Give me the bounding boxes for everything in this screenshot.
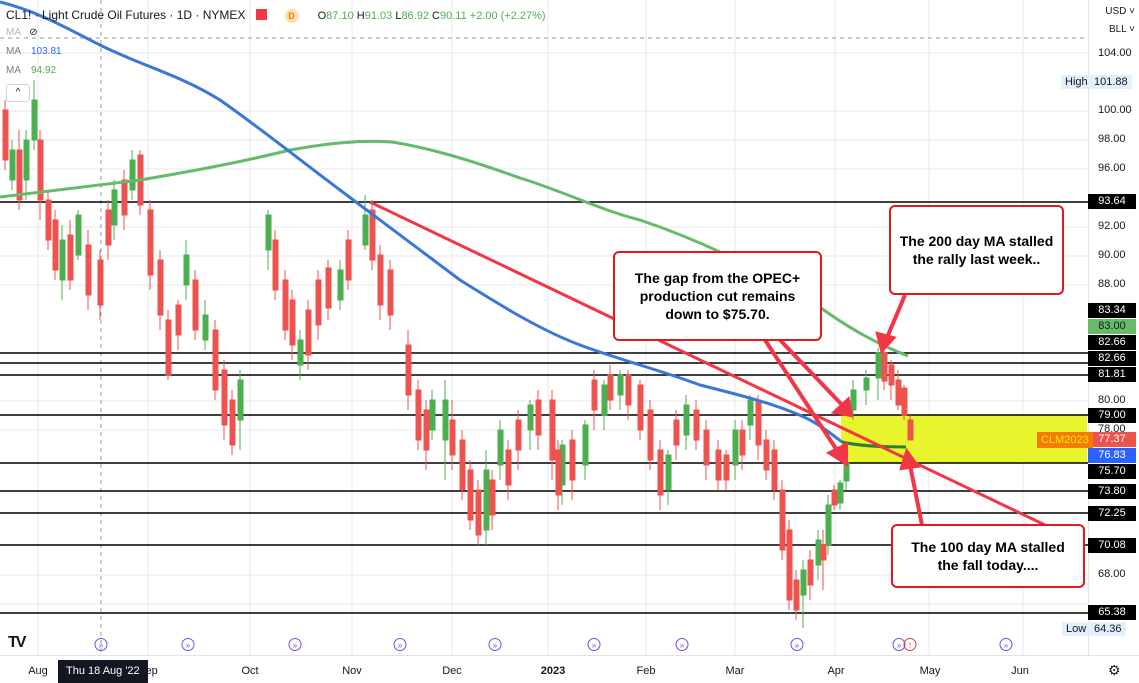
level-tag-72-25[interactable]: 72.25 [1088,506,1136,521]
price-tick: 96.00 [1098,162,1126,174]
event-icon[interactable]: » [675,638,689,651]
level-tag-79-00[interactable]: 79.00 [1088,408,1136,423]
price-tick: 68.00 [1098,568,1126,580]
ohlc-values: O87.10 H91.03 L86.92 C90.11 +2.00 (+2.27… [317,10,546,22]
ma-row-100[interactable]: MA 103.81 [6,46,62,57]
time-label: Nov [342,665,362,677]
level-tag-75-70[interactable]: 75.70 [1088,464,1136,479]
event-icon[interactable]: » [790,638,804,651]
level-tag-83-34[interactable]: 83.34 [1088,303,1136,318]
ma-100-line[interactable] [0,0,843,444]
tradingview-logo[interactable]: TV [8,634,27,651]
level-tag-70-08[interactable]: 70.08 [1088,538,1136,553]
level-tag-73-80[interactable]: 73.80 [1088,484,1136,499]
eye-hidden-icon[interactable]: ⊘ [29,27,38,38]
price-tick: 98.00 [1098,133,1126,145]
time-label: Feb [636,665,656,677]
price-tick: 80.00 [1098,394,1126,406]
currency-selector[interactable]: USD ˅ [1105,6,1135,17]
ma-100-price-tag: 76.83 [1088,448,1136,463]
downtrend-line[interactable] [369,200,1046,527]
time-label: Aug [28,665,48,677]
ma-row-hidden[interactable]: MA ⊘ [6,27,38,38]
price-tick: 100.00 [1098,104,1132,116]
opec-gap-note[interactable]: The gap from the OPEC+ production cut re… [613,251,822,341]
level-tag-82-66[interactable]: 82.66 [1088,335,1136,350]
event-icon[interactable]: » [181,638,195,651]
earnings-event-icon[interactable]: ! [903,638,917,651]
price-tick: 92.00 [1098,220,1126,232]
time-label: May [919,665,941,677]
flag-icon [256,9,268,20]
unit-selector[interactable]: BLL ˅ [1108,24,1135,35]
price-tick: 88.00 [1098,278,1126,290]
event-icon[interactable]: » [587,638,601,651]
high-value: 101.88 [1090,75,1132,89]
ma100-note[interactable]: The 100 day MA stalled the fall today...… [891,524,1085,588]
price-tick: 104.00 [1098,47,1132,59]
event-icon[interactable]: » [393,638,407,651]
level-tag-65-38[interactable]: 65.38 [1088,605,1136,620]
settings-gear-icon[interactable]: ⚙ [1108,662,1121,678]
annotation-arrows [763,294,924,526]
level-tag-93-64[interactable]: 93.64 [1088,194,1136,209]
low-label: Low [1062,622,1091,636]
change-value: +2.00 (+2.27%) [469,10,546,22]
high-label: High [1061,75,1092,89]
time-label: Apr [827,665,845,677]
time-label: Jun [1011,665,1029,677]
low-value: 86.92 [401,10,429,22]
level-tag-81-81[interactable]: 81.81 [1088,367,1136,382]
ma200-note[interactable]: The 200 day MA stalled the rally last we… [889,205,1064,295]
last-price-tag: 77.37 [1088,432,1136,447]
event-icon[interactable]: » [488,638,502,651]
level-tag-82-66b[interactable]: 82.66 [1088,351,1136,366]
ma-row-200[interactable]: MA 94.92 [6,65,57,76]
time-label: Dec [442,665,462,677]
high-value: 91.03 [364,10,393,22]
ma-200-price-tag: 83.00 [1088,319,1136,334]
symbol-contract-label: CLM2023 [1037,432,1093,448]
open-value: 87.10 [326,10,354,22]
time-axis-divider [0,655,1139,656]
time-label: Oct [241,665,259,677]
price-tick: 90.00 [1098,249,1126,261]
crosshair-date-label: Thu 18 Aug '22 [58,660,148,683]
symbol-legend: CL1! · Light Crude Oil Futures · 1D · NY… [6,8,546,23]
candlesticks[interactable] [2,80,914,628]
event-icon[interactable]: » [288,638,302,651]
low-value: 64.36 [1090,622,1126,636]
symbol-title[interactable]: CL1! · Light Crude Oil Futures · 1D · NY… [6,8,246,22]
horizontal-levels[interactable] [0,201,1088,614]
time-label: Mar [725,665,745,677]
event-icon[interactable]: » [999,638,1013,651]
close-value: 90.11 [439,10,467,22]
event-icon[interactable]: » [94,638,108,651]
delayed-badge: D [284,9,299,23]
time-label: 2023 [540,665,566,677]
collapse-legend-button[interactable]: ^ [6,84,30,102]
